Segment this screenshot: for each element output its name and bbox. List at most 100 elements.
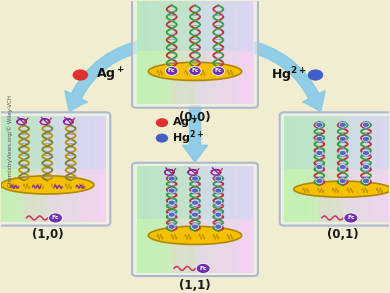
Bar [235,0,238,104]
Bar [319,116,323,222]
FancyBboxPatch shape [0,116,47,222]
Bar [197,0,200,104]
Bar [251,166,254,273]
Circle shape [191,212,199,217]
Circle shape [215,212,222,217]
FancyBboxPatch shape [0,112,110,226]
Bar [287,116,290,222]
Circle shape [191,224,199,229]
Ellipse shape [299,187,387,194]
Bar [246,0,250,104]
Bar [181,166,184,273]
Bar [85,116,88,222]
Text: (0,0): (0,0) [179,111,211,124]
Circle shape [362,150,369,156]
Bar [331,116,334,222]
Bar [188,0,191,104]
Ellipse shape [148,62,242,81]
Bar [103,116,106,222]
Bar [52,116,55,222]
Bar [244,166,247,273]
Bar [200,0,203,104]
Bar [193,166,196,273]
Bar [139,166,142,273]
Bar [89,116,92,222]
Bar [190,166,193,273]
FancyBboxPatch shape [137,0,253,51]
Bar [375,116,378,222]
Bar [195,166,198,273]
Bar [289,116,292,222]
Circle shape [168,188,175,193]
Bar [338,116,341,222]
Bar [137,0,140,104]
Bar [174,0,177,104]
Circle shape [189,67,201,76]
Bar [225,166,229,273]
Bar [370,116,374,222]
Text: Fc: Fc [199,266,207,271]
Bar [228,0,231,104]
Bar [172,166,175,273]
Text: $\mathbf{Ag^+}$: $\mathbf{Ag^+}$ [96,66,125,84]
Circle shape [362,164,369,169]
Bar [294,116,297,222]
Bar [378,116,381,222]
Bar [167,0,170,104]
Bar [336,116,339,222]
Bar [153,0,156,104]
Bar [78,116,81,222]
Bar [190,0,193,104]
Bar [68,116,71,222]
Bar [237,166,240,273]
Bar [33,116,36,222]
Bar [80,116,83,222]
Bar [146,166,149,273]
Bar [179,0,182,104]
Circle shape [339,136,346,142]
Bar [5,116,9,222]
Circle shape [316,122,323,127]
Text: Fc: Fc [168,69,176,74]
Bar [352,116,355,222]
Bar [15,116,18,222]
Circle shape [48,213,62,223]
Circle shape [339,150,346,156]
Bar [141,166,144,273]
Circle shape [215,176,222,181]
Bar [82,116,85,222]
Bar [303,116,306,222]
Ellipse shape [5,183,89,190]
Bar [0,116,2,222]
Text: $\mathbf{Hg^{2+}}$: $\mathbf{Hg^{2+}}$ [172,129,204,147]
Bar [50,116,53,222]
Circle shape [344,213,358,223]
Bar [239,166,243,273]
Bar [169,166,172,273]
Bar [155,0,158,104]
Bar [385,116,388,222]
Bar [1,116,4,222]
Bar [308,116,311,222]
Bar [366,116,369,222]
Circle shape [168,200,175,205]
Bar [137,166,140,273]
Bar [322,116,325,222]
Bar [363,116,367,222]
Bar [209,0,212,104]
Bar [172,0,175,104]
Bar [291,116,294,222]
Text: ChemistryViews.org/© Wiley-VCH: ChemistryViews.org/© Wiley-VCH [8,95,13,187]
Circle shape [156,134,168,143]
Bar [59,116,62,222]
Bar [151,0,154,104]
Bar [324,116,327,222]
Bar [373,116,376,222]
Bar [165,0,168,104]
Bar [214,0,217,104]
Text: Fc: Fc [191,69,199,74]
Text: (0,1): (0,1) [327,228,358,241]
Circle shape [156,118,168,127]
Bar [10,116,13,222]
Circle shape [191,188,199,193]
